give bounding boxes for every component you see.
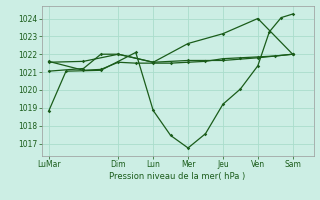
X-axis label: Pression niveau de la mer( hPa ): Pression niveau de la mer( hPa ) [109,172,246,181]
